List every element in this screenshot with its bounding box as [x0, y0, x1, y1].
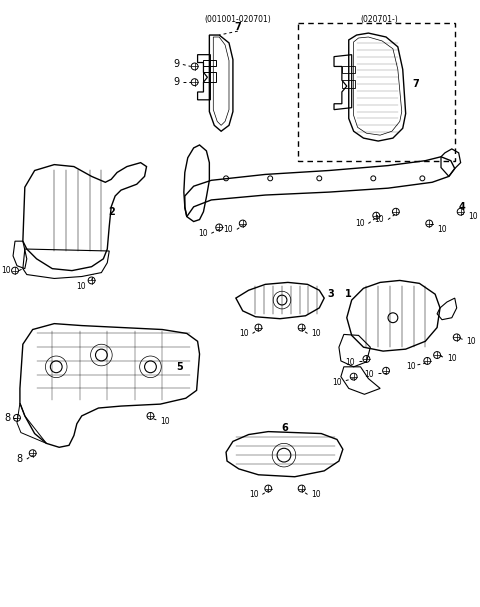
Text: 10: 10: [76, 282, 86, 291]
Text: 10: 10: [345, 358, 355, 367]
Text: 10: 10: [437, 225, 447, 234]
Text: 10: 10: [374, 215, 384, 224]
Text: 8: 8: [4, 413, 10, 423]
Text: 2: 2: [108, 207, 115, 217]
Text: 7: 7: [234, 22, 241, 32]
Text: 9: 9: [174, 59, 180, 69]
Text: 8: 8: [17, 454, 23, 464]
Text: 10: 10: [312, 329, 321, 338]
Text: 1: 1: [346, 289, 352, 299]
Text: (001001-020701): (001001-020701): [204, 15, 271, 24]
Text: 10: 10: [447, 354, 456, 364]
Text: 10: 10: [365, 370, 374, 379]
Text: 10: 10: [223, 225, 233, 234]
Text: 6: 6: [282, 422, 288, 433]
Text: 10: 10: [355, 219, 364, 228]
Text: 10: 10: [1, 266, 11, 275]
Text: 10: 10: [468, 212, 478, 221]
Text: 4: 4: [459, 202, 466, 212]
Text: 10: 10: [467, 337, 476, 346]
Text: 10: 10: [406, 362, 416, 371]
Text: 9: 9: [174, 77, 180, 87]
Text: 7: 7: [412, 79, 420, 89]
Text: 10: 10: [160, 417, 170, 426]
Text: 10: 10: [198, 229, 207, 238]
Text: 3: 3: [327, 289, 334, 299]
Text: 5: 5: [177, 362, 183, 372]
Text: 10: 10: [239, 329, 249, 338]
Text: 10: 10: [249, 490, 258, 499]
Text: 10: 10: [332, 378, 342, 387]
Text: (020701-): (020701-): [360, 15, 398, 24]
Text: 10: 10: [312, 490, 321, 499]
